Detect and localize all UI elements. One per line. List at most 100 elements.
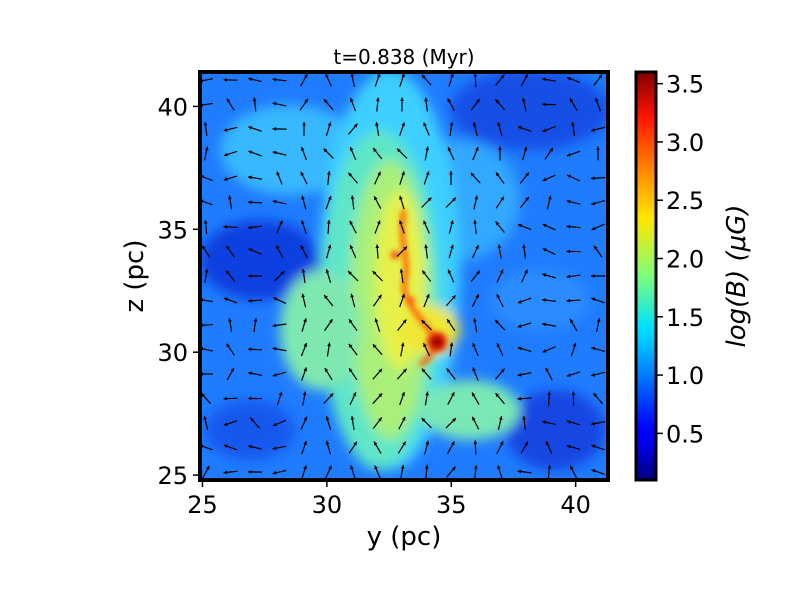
field-arrow [400,97,404,112]
field-arrow [375,121,380,137]
field-arrow [399,220,405,234]
field-arrow [446,466,456,478]
field-arrow [421,197,432,208]
field-arrow [399,171,405,185]
field-arrow [421,270,432,282]
field-arrow [372,392,383,405]
field-arrow [272,150,287,156]
field-arrow [324,318,333,332]
field-arrow [372,343,383,356]
field-arrow [449,170,453,186]
field-arrow [247,470,263,474]
field-arrow [517,346,532,353]
field-arrow [517,126,532,132]
field-arrow [300,342,308,357]
field-arrow [495,221,505,233]
field-arrow [541,298,557,302]
field-arrow [566,371,581,377]
field-arrow [247,175,263,180]
field-arrow [547,464,552,480]
field-arrow [272,297,287,304]
field-arrow [325,122,332,136]
field-arrow [473,464,478,480]
field-arrow [566,298,581,303]
field-arrow [399,293,405,308]
field-arrow [473,219,478,235]
field-arrow [400,342,405,357]
field-arrow [374,73,381,87]
field-arrow [445,197,457,208]
field-arrow [223,224,238,229]
x-tick-label: 25 [187,491,218,519]
field-arrow [226,367,235,381]
field-arrow [473,440,478,455]
field-arrow [349,97,357,112]
field-arrow [400,465,405,479]
field-arrow [591,469,605,475]
field-arrow [276,391,283,406]
field-arrow [223,297,238,304]
field-arrow [495,392,505,405]
field-arrow [228,195,233,210]
field-arrow [347,270,359,282]
field-arrow [323,98,334,111]
field-arrow [517,297,532,304]
field-arrow [423,122,430,136]
field-arrow [447,98,455,111]
field-arrow [471,392,480,405]
field-arrow [494,98,506,111]
field-arrow [517,223,532,231]
field-arrow [591,199,605,206]
y-axis-label: z (pc) [120,240,150,313]
field-arrow [449,342,454,357]
field-arrow [448,73,454,87]
field-arrow [495,74,505,86]
field-arrow [421,417,432,429]
field-arrow [247,396,263,401]
field-arrow [448,244,454,259]
colorbar-tick-label: 2.0 [666,246,704,274]
field-arrow [399,122,405,136]
field-arrow [446,368,456,380]
field-arrow [593,392,603,405]
field-arrow [447,146,455,161]
field-arrow [272,445,287,451]
field-arrow [424,244,428,259]
field-arrow [348,343,358,356]
field-arrow [204,268,209,284]
field-arrow [397,441,407,454]
field-arrow [545,440,553,455]
field-arrow [348,123,358,135]
field-arrow [424,97,428,112]
field-arrow [591,223,605,231]
field-arrow [248,150,262,157]
field-arrow [421,319,432,331]
field-arrow [595,97,601,112]
field-arrow [566,274,581,279]
field-arrow [497,416,503,430]
field-arrow [301,318,307,332]
field-arrow [470,98,481,111]
field-arrow [569,465,578,479]
field-arrow [252,97,257,112]
field-arrow [496,440,504,455]
field-arrow [542,125,556,133]
field-arrow [349,220,357,234]
field-arrow [542,174,556,182]
field-arrow [590,176,606,181]
field-arrow [447,392,455,405]
field-arrow [324,367,333,381]
field-arrow [396,148,408,159]
colorbar [634,70,658,482]
field-arrow [473,72,478,88]
colorbar-tick-label: 2.5 [666,187,704,215]
field-arrow [348,318,358,332]
field-arrow [272,469,287,475]
field-arrow [223,444,238,451]
field-arrow [247,347,263,352]
field-arrow [350,415,355,431]
field-arrow [300,73,308,87]
field-arrow [272,323,287,328]
field-arrow [470,172,481,184]
y-axis-ticks: 25 30 35 40 [157,93,200,490]
